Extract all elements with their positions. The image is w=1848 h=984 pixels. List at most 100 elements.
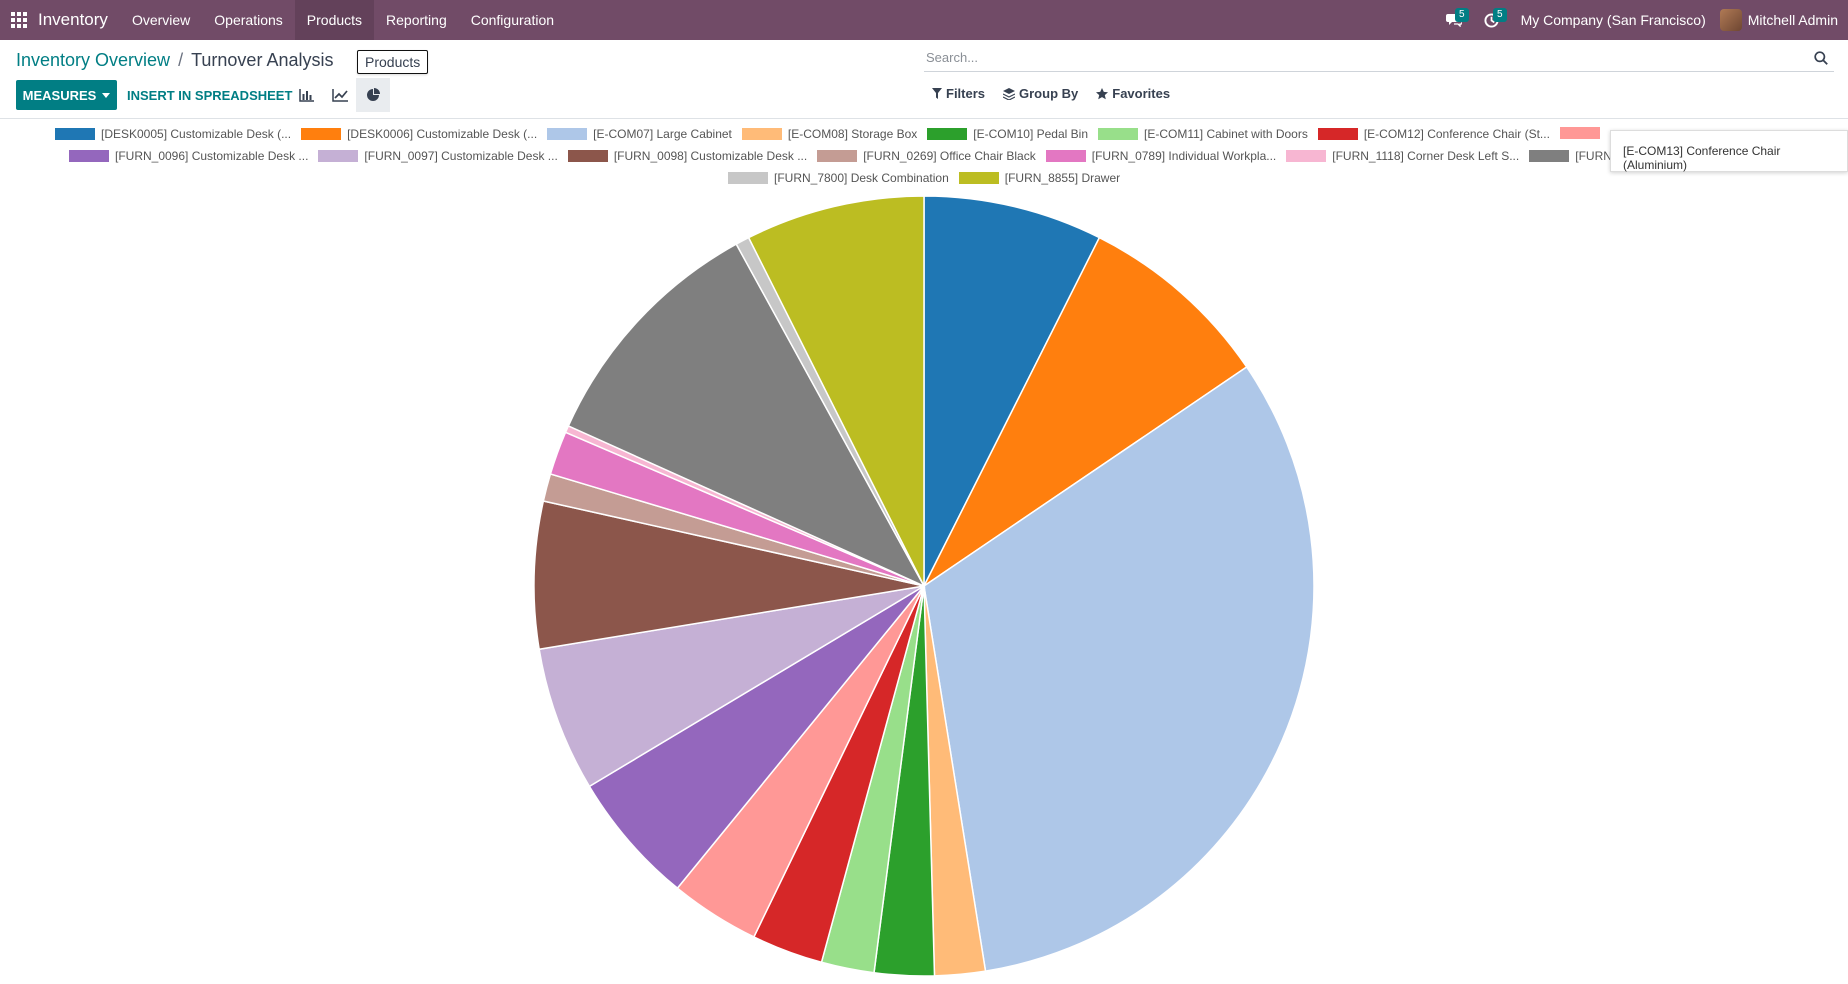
- legend-label: [FURN: [1575, 149, 1612, 163]
- activities-button[interactable]: 5: [1473, 0, 1511, 40]
- legend-item[interactable]: [DESK0006] Customizable Desk (...: [301, 127, 537, 141]
- pie-slice[interactable]: [DESK0005] Customizable Desk (...: [923, 195, 1101, 587]
- legend-item[interactable]: [FURN_8855] Drawer: [958, 171, 1121, 185]
- legend-label: [E-COM08] Storage Box: [787, 127, 918, 141]
- legend-label: [DESK0005] Customizable Desk (...: [101, 127, 292, 141]
- favorites-toggle[interactable]: Favorites: [1096, 86, 1170, 101]
- legend-swatch: [741, 128, 782, 140]
- menu-overview[interactable]: Overview: [131, 12, 191, 28]
- legend-item[interactable]: [FURN_0097] Customizable Desk ...: [318, 149, 558, 163]
- legend-swatch: [1559, 127, 1600, 139]
- legend-label: [E-COM10] Pedal Bin: [973, 127, 1088, 141]
- line-chart-icon: [332, 88, 348, 102]
- legend-item[interactable]: [E-COM12] Conference Chair (St...: [1317, 127, 1550, 141]
- search-icon[interactable]: [1808, 45, 1834, 71]
- measures-label: MEASURES: [22, 87, 97, 103]
- legend-swatch: [69, 150, 109, 162]
- legend-swatch: [1098, 128, 1138, 140]
- menu-tooltip: Products: [357, 50, 429, 74]
- bar-chart-icon: [298, 88, 314, 102]
- breadcrumb-separator: /: [178, 50, 184, 70]
- legend-label: [FURN_7800] Desk Combination: [774, 171, 949, 185]
- legend-swatch: [301, 128, 342, 140]
- pie-slice[interactable]: [DESK0006] Customizable Desk (...: [922, 236, 1248, 589]
- filters-label: Filters: [946, 86, 986, 101]
- pie-chart-area: [DESK0005] Customizable Desk (...[DESK00…: [0, 190, 1848, 980]
- legend-swatch: [1529, 150, 1570, 162]
- legend-item[interactable]: [FURN_7800] Desk Combination: [728, 171, 949, 185]
- chart-hover-tooltip: [E-COM13] Conference Chair (Aluminium): [1610, 130, 1848, 172]
- legend-item[interactable]: [FURN: [1529, 149, 1612, 163]
- line-chart-view-button[interactable]: [323, 78, 357, 112]
- messages-button[interactable]: 5: [1435, 0, 1473, 40]
- legend-label: [E-COM07] Large Cabinet: [593, 127, 732, 141]
- messages-badge: 5: [1455, 8, 1469, 22]
- filters-toggle[interactable]: Filters: [932, 86, 985, 101]
- pie-slice[interactable]: [E-COM07] Large Cabinet: [923, 365, 1315, 972]
- legend-item[interactable]: [FURN_0096] Customizable Desk ...: [69, 149, 308, 163]
- legend-swatch: [1317, 128, 1358, 140]
- search-bar: [924, 44, 1834, 72]
- menu-operations[interactable]: Operations: [214, 12, 283, 28]
- legend-swatch: [728, 172, 768, 184]
- measures-button[interactable]: MEASURES: [16, 80, 117, 110]
- menu-configuration[interactable]: Configuration: [470, 12, 555, 28]
- pie-slice[interactable]: [FURN_0098] Customizable Desk ...: [533, 500, 925, 651]
- legend-item[interactable]: [FURN_0269] Office Chair Black: [817, 149, 1036, 163]
- user-menu[interactable]: Mitchell Admin: [1719, 9, 1838, 31]
- app-brand[interactable]: Inventory: [38, 10, 108, 29]
- pie-slice[interactable]: [FURN_0096] Customizable Desk ...: [588, 585, 925, 890]
- legend-label: [FURN_1118] Corner Desk Left S...: [1332, 149, 1520, 163]
- breadcrumb-parent[interactable]: Inventory Overview: [16, 50, 171, 70]
- layers-icon: [1003, 87, 1016, 100]
- legend-item[interactable]: [E-COM08] Storage Box: [741, 127, 918, 141]
- page-title: Turnover Analysis: [191, 50, 334, 70]
- legend-item[interactable]: [E-COM07] Large Cabinet: [547, 127, 732, 141]
- pie-slice[interactable]: [FURN: [567, 243, 926, 588]
- legend-item[interactable]: [DESK0005] Customizable Desk (...: [55, 127, 291, 141]
- legend-label: [FURN_0098] Customizable Desk ...: [613, 149, 808, 163]
- legend-swatch: [958, 172, 999, 184]
- legend-swatch: [567, 150, 608, 162]
- legend-swatch: [547, 128, 588, 140]
- legend-item[interactable]: [E-COM11] Cabinet with Doors: [1098, 127, 1308, 141]
- groupby-label: Group By: [1019, 86, 1079, 101]
- search-input[interactable]: [924, 50, 1808, 65]
- legend-label: [DESK0006] Customizable Desk (...: [347, 127, 538, 141]
- legend-swatch: [927, 128, 968, 140]
- legend-label: [E-COM12] Conference Chair (St...: [1363, 127, 1550, 141]
- legend-item[interactable]: [FURN_1118] Corner Desk Left S...: [1286, 149, 1519, 163]
- legend-label: [FURN_0097] Customizable Desk ...: [364, 149, 558, 163]
- legend-item[interactable]: [FURN_0789] Individual Workpla...: [1045, 149, 1276, 163]
- pie-chart-icon: [367, 88, 380, 101]
- pie-chart-view-button[interactable]: [356, 78, 390, 112]
- legend-swatch: [318, 150, 359, 162]
- groupby-toggle[interactable]: Group By: [1003, 86, 1078, 101]
- legend-item[interactable]: [1559, 127, 1606, 139]
- insert-spreadsheet-button[interactable]: INSERT IN SPREADSHEET: [127, 87, 293, 103]
- legend-label: [FURN_0269] Office Chair Black: [863, 149, 1036, 163]
- legend-label: [FURN_8855] Drawer: [1004, 171, 1121, 185]
- navbar-systray: 5 5 My Company (San Francisco) Mitchell …: [1435, 0, 1848, 40]
- legend-swatch: [55, 128, 95, 140]
- menu-products[interactable]: Products: [294, 0, 375, 40]
- bar-chart-view-button[interactable]: [289, 78, 323, 112]
- top-navbar: Inventory Overview Operations Products R…: [0, 0, 1848, 40]
- legend-label: [E-COM11] Cabinet with Doors: [1144, 127, 1308, 141]
- pie-chart: [DESK0005] Customizable Desk (...[DESK00…: [533, 195, 1315, 977]
- legend-item[interactable]: [E-COM10] Pedal Bin: [927, 127, 1088, 141]
- favorites-label: Favorites: [1112, 86, 1171, 101]
- menu-reporting[interactable]: Reporting: [386, 12, 447, 28]
- pie-slice[interactable]: [FURN_8855] Drawer: [747, 195, 925, 587]
- control-panel: [0, 40, 1848, 119]
- apps-menu-icon[interactable]: [0, 0, 38, 40]
- legend-label: [FURN_0096] Customizable Desk ...: [115, 149, 309, 163]
- pie-slice[interactable]: [FURN_0097] Customizable Desk ...: [538, 585, 925, 788]
- company-switcher[interactable]: My Company (San Francisco): [1520, 12, 1706, 28]
- filter-icon: [932, 88, 942, 99]
- chart-legend: [DESK0005] Customizable Desk (... [DESK00…: [0, 124, 1848, 190]
- activities-badge: 5: [1493, 8, 1507, 22]
- legend-swatch: [817, 150, 858, 162]
- legend-item[interactable]: [FURN_0098] Customizable Desk ...: [567, 149, 808, 163]
- legend-swatch: [1286, 150, 1327, 162]
